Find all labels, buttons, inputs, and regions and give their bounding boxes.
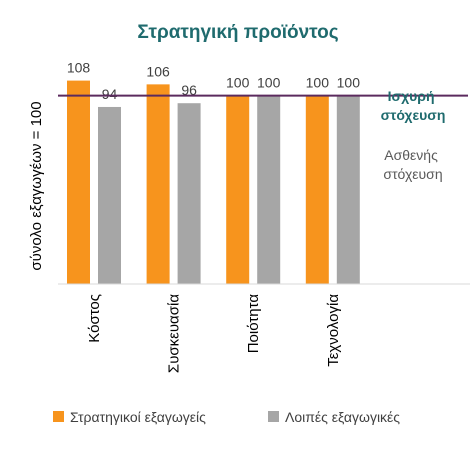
category-label-1: Συσκευασία <box>166 294 183 373</box>
value-labels: 108 94 106 96 100 100 100 100 <box>67 60 360 102</box>
category-labels: Κόστος Συσκευασία Ποιότητα Τεχνολογία <box>86 294 342 373</box>
bars <box>67 80 360 285</box>
value-label-other-2: 100 <box>257 75 281 91</box>
legend-swatch-strategic <box>53 411 64 422</box>
bar-strategic-0 <box>67 80 90 284</box>
bar-strategic-3 <box>305 95 329 285</box>
category-label-0: Κόστος <box>86 294 103 343</box>
category-label-2: Ποιότητα <box>245 294 262 354</box>
bar-other-3 <box>336 95 360 285</box>
bar-strategic-2 <box>226 95 250 285</box>
category-label-3: Τεχνολογία <box>325 294 342 367</box>
value-label-strategic-0: 108 <box>67 60 91 76</box>
value-label-other-3: 100 <box>337 75 361 91</box>
annotation-weak-line2: στόχευση <box>383 166 442 182</box>
bar-other-2 <box>257 95 281 285</box>
y-axis-label: σύνολο εξαγωγέων = 100 <box>28 101 45 270</box>
bar-other-0 <box>98 106 121 284</box>
value-label-other-1: 96 <box>181 82 197 98</box>
annotation-weak: Ασθενής στόχευση <box>383 147 442 182</box>
annotation-strong: Ισχυρή στόχευση <box>381 88 446 123</box>
annotation-strong-line2: στόχευση <box>381 107 446 123</box>
value-label-other-0: 94 <box>102 86 118 102</box>
value-label-strategic-3: 100 <box>306 75 330 91</box>
bar-other-1 <box>177 103 201 284</box>
bar-strategic-1 <box>146 84 170 284</box>
legend-label-other: Λοιπές εξαγωγικές <box>285 409 400 425</box>
value-label-strategic-1: 106 <box>146 63 170 79</box>
annotation-strong-line1: Ισχυρή <box>388 88 435 104</box>
legend-label-strategic: Στρατηγικοί εξαγωγείς <box>70 409 206 425</box>
annotation-weak-line1: Ασθενής <box>384 147 438 163</box>
chart-title: Στρατηγική προϊόντος <box>137 22 338 43</box>
legend: Στρατηγικοί εξαγωγείς Λοιπές εξαγωγικές <box>53 409 400 425</box>
legend-swatch-other <box>268 411 279 422</box>
value-label-strategic-2: 100 <box>226 75 250 91</box>
